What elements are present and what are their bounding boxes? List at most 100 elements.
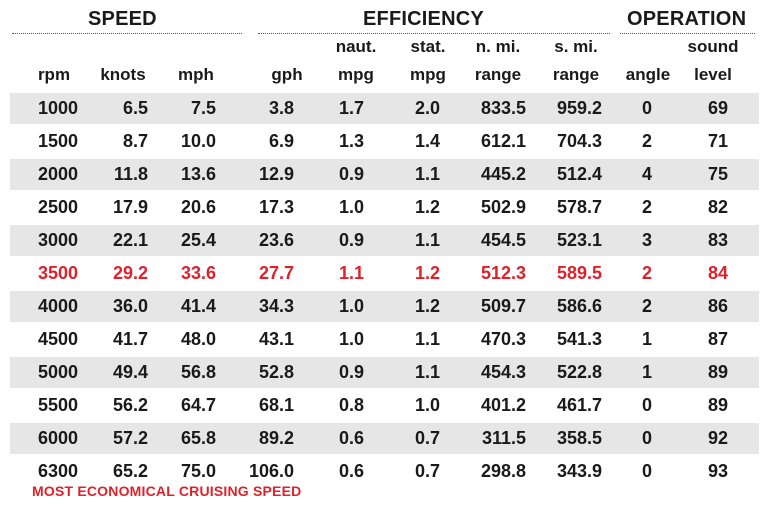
cell-nmi-range: 445.2 (480, 164, 526, 184)
header-nmi-range-line2: range (474, 65, 522, 84)
cell-mph: 56.8 (180, 362, 216, 382)
cell-rpm: 1000 (37, 98, 78, 118)
cell-knots: 57.2 (112, 428, 148, 448)
cell-nmi-range: 401.2 (480, 395, 526, 415)
cell-smi-range: 704.3 (556, 131, 602, 151)
header-nmi-range-line1: n. mi. (475, 37, 521, 56)
cell-sound-level: 92 (707, 428, 729, 448)
table-row: 2000 11.8 13.6 12.9 0.9 1.1 445.2 512.4 4 75 (10, 159, 759, 190)
cell-knots: 17.9 (112, 197, 148, 217)
cell-stat-mpg: 1.2 (414, 263, 440, 283)
cell-mph: 20.6 (180, 197, 216, 217)
cell-knots: 22.1 (112, 230, 148, 250)
cell-mph: 33.6 (180, 263, 216, 283)
cell-naut-mpg: 1.7 (338, 98, 364, 118)
cell-knots: 65.2 (112, 461, 148, 481)
header-mph: mph (168, 0, 224, 90)
cell-rpm: 2000 (37, 164, 78, 184)
cell-rpm: 1500 (37, 131, 78, 151)
cell-angle: 2 (641, 263, 652, 283)
cell-sound-level: 93 (707, 461, 729, 481)
table-row: 2500 17.9 20.6 17.3 1.0 1.2 502.9 578.7 2 82 (10, 192, 759, 223)
cell-stat-mpg: 2.0 (414, 98, 440, 118)
cell-nmi-range: 509.7 (480, 296, 526, 316)
cell-smi-range: 343.9 (556, 461, 602, 481)
cell-angle: 2 (641, 296, 652, 316)
cell-smi-range: 589.5 (556, 263, 602, 283)
cell-nmi-range: 502.9 (480, 197, 526, 217)
cell-stat-mpg: 1.1 (414, 230, 440, 250)
cell-knots: 56.2 (112, 395, 148, 415)
table-row: 6300 65.2 75.0 106.0 0.6 0.7 298.8 343.9 0 93 (10, 456, 759, 487)
group-title-speed: SPEED (88, 8, 157, 30)
cell-mph: 64.7 (180, 395, 216, 415)
cell-knots: 29.2 (112, 263, 148, 283)
table-row: 1500 8.7 10.0 6.9 1.3 1.4 612.1 704.3 2 71 (10, 126, 759, 157)
header-knots-line2: knots (100, 65, 146, 84)
cell-gph: 89.2 (258, 428, 294, 448)
cell-naut-mpg: 1.0 (338, 197, 364, 217)
header-rpm: rpm (30, 0, 78, 90)
table-row: 6000 57.2 65.8 89.2 0.6 0.7 311.5 358.5 0 92 (10, 423, 759, 454)
cell-smi-range: 512.4 (556, 164, 602, 184)
cell-gph: 17.3 (258, 197, 294, 217)
group-rule-speed (12, 33, 242, 34)
cell-nmi-range: 833.5 (480, 98, 526, 118)
cell-nmi-range: 298.8 (480, 461, 526, 481)
cell-gph: 43.1 (258, 329, 294, 349)
cell-naut-mpg: 1.0 (338, 329, 364, 349)
cell-mph: 75.0 (180, 461, 216, 481)
cell-gph: 12.9 (258, 164, 294, 184)
group-title-operation: OPERATION (627, 8, 747, 30)
cell-rpm: 6000 (37, 428, 78, 448)
cell-nmi-range: 512.3 (480, 263, 526, 283)
cell-angle: 2 (641, 131, 652, 151)
cell-sound-level: 86 (707, 296, 729, 316)
cell-gph: 3.8 (268, 98, 294, 118)
header-sound-level-line2: level (694, 65, 732, 84)
cell-naut-mpg: 1.0 (338, 296, 364, 316)
header-angle: angle (621, 0, 675, 90)
cell-smi-range: 578.7 (556, 197, 602, 217)
header-nmi-range: n. mi. range (466, 0, 530, 90)
cell-rpm: 4000 (37, 296, 78, 316)
header-gph: gph (262, 0, 312, 90)
header-angle-line2: angle (625, 65, 671, 84)
cell-sound-level: 75 (707, 164, 729, 184)
header-sound-level-line1: sound (687, 37, 739, 56)
cell-smi-range: 959.2 (556, 98, 602, 118)
cell-mph: 10.0 (180, 131, 216, 151)
performance-table: 1000 6.5 7.5 3.8 1.7 2.0 833.5 959.2 0 69 1500 8.7 1… (10, 93, 759, 489)
cell-nmi-range: 612.1 (480, 131, 526, 151)
footnote: MOST ECONOMICAL CRUISING SPEED (32, 483, 302, 499)
cell-naut-mpg: 1.3 (338, 131, 364, 151)
header-stat-mpg-line2: mpg (410, 65, 446, 84)
cell-gph: 52.8 (258, 362, 294, 382)
group-title-efficiency: EFFICIENCY (363, 8, 484, 30)
header-smi-range-line1: s. mi. (554, 37, 598, 56)
cell-gph: 106.0 (248, 461, 294, 481)
table-row: 5500 56.2 64.7 68.1 0.8 1.0 401.2 461.7 0 89 (10, 390, 759, 421)
cell-rpm: 3000 (37, 230, 78, 250)
cell-sound-level: 83 (707, 230, 729, 250)
cell-stat-mpg: 1.2 (414, 296, 440, 316)
table-row: 5000 49.4 56.8 52.8 0.9 1.1 454.3 522.8 1 89 (10, 357, 759, 388)
cell-smi-range: 358.5 (556, 428, 602, 448)
table-row: 4500 41.7 48.0 43.1 1.0 1.1 470.3 541.3 1 87 (10, 324, 759, 355)
cell-gph: 68.1 (258, 395, 294, 415)
cell-sound-level: 69 (707, 98, 729, 118)
cell-naut-mpg: 0.9 (338, 230, 364, 250)
cell-sound-level: 87 (707, 329, 729, 349)
cell-knots: 49.4 (112, 362, 148, 382)
cell-naut-mpg: 0.6 (338, 428, 364, 448)
cell-sound-level: 84 (707, 263, 729, 283)
header-smi-range-line2: range (552, 65, 600, 84)
cell-stat-mpg: 1.4 (414, 131, 440, 151)
cell-gph: 34.3 (258, 296, 294, 316)
cell-angle: 0 (641, 461, 652, 481)
cell-angle: 4 (641, 164, 652, 184)
header-stat-mpg: stat. mpg (404, 0, 452, 90)
cell-sound-level: 89 (707, 395, 729, 415)
cell-rpm: 5500 (37, 395, 78, 415)
cell-sound-level: 71 (707, 131, 729, 151)
